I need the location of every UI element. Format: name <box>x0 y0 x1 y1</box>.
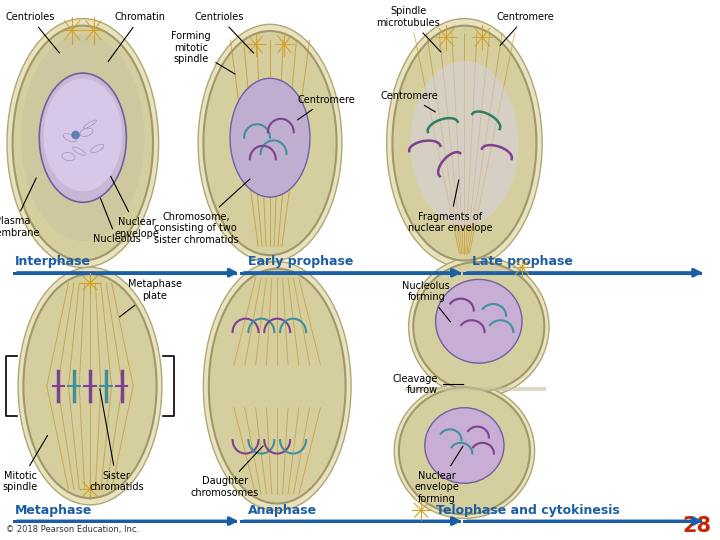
Ellipse shape <box>409 256 549 397</box>
Text: Telophase and cytokinesis: Telophase and cytokinesis <box>436 504 619 517</box>
Text: © 2018 Pearson Education, Inc.: © 2018 Pearson Education, Inc. <box>6 524 139 534</box>
Text: Metaphase: Metaphase <box>14 504 91 517</box>
Ellipse shape <box>425 408 504 483</box>
Text: Nuclear
envelope: Nuclear envelope <box>111 177 159 239</box>
Ellipse shape <box>43 79 122 191</box>
Text: 28: 28 <box>683 516 711 536</box>
Text: Centromere: Centromere <box>497 12 554 45</box>
Ellipse shape <box>399 388 530 514</box>
Ellipse shape <box>387 18 542 268</box>
Text: Nuclear
envelope
forming: Nuclear envelope forming <box>415 446 463 504</box>
Ellipse shape <box>24 274 157 498</box>
Ellipse shape <box>21 35 145 241</box>
Ellipse shape <box>413 262 544 392</box>
Text: Metaphase
plate: Metaphase plate <box>120 279 181 317</box>
Text: Early prophase: Early prophase <box>248 255 354 268</box>
Ellipse shape <box>18 267 162 505</box>
Ellipse shape <box>392 25 536 261</box>
Text: Interphase: Interphase <box>14 255 91 268</box>
Text: Centrioles: Centrioles <box>6 12 60 53</box>
Text: Spindle
microtubules: Spindle microtubules <box>377 6 441 52</box>
Text: Centromere: Centromere <box>380 91 438 112</box>
Ellipse shape <box>410 61 518 225</box>
Text: Plasma
membrane: Plasma membrane <box>0 178 40 238</box>
Text: Sister
chromatids: Sister chromatids <box>89 389 144 492</box>
Text: Chromosome,
consisting of two
sister chromatids: Chromosome, consisting of two sister chr… <box>153 179 250 245</box>
Ellipse shape <box>395 383 534 518</box>
Text: Forming
mitotic
spindle: Forming mitotic spindle <box>171 31 235 74</box>
Ellipse shape <box>436 280 522 363</box>
Text: Mitotic
spindle: Mitotic spindle <box>3 435 48 492</box>
Ellipse shape <box>203 261 351 511</box>
Text: Chromatin: Chromatin <box>108 12 166 62</box>
Text: Centrioles: Centrioles <box>195 12 253 53</box>
Ellipse shape <box>230 78 310 197</box>
Text: Centromere: Centromere <box>297 95 355 120</box>
Text: Late prophase: Late prophase <box>472 255 572 268</box>
Ellipse shape <box>198 24 342 262</box>
Ellipse shape <box>204 31 337 255</box>
Ellipse shape <box>71 131 80 139</box>
Text: Anaphase: Anaphase <box>248 504 318 517</box>
Ellipse shape <box>40 73 126 202</box>
Text: Nucleolus
forming: Nucleolus forming <box>402 281 451 322</box>
Text: Nucleolus: Nucleolus <box>93 198 140 245</box>
Ellipse shape <box>209 269 346 504</box>
Text: Cleavage
furrow: Cleavage furrow <box>392 374 464 395</box>
Text: Daughter
chromosomes: Daughter chromosomes <box>191 446 263 498</box>
Ellipse shape <box>7 18 158 268</box>
Ellipse shape <box>12 25 153 261</box>
Text: Fragments of
nuclear envelope: Fragments of nuclear envelope <box>408 180 492 233</box>
